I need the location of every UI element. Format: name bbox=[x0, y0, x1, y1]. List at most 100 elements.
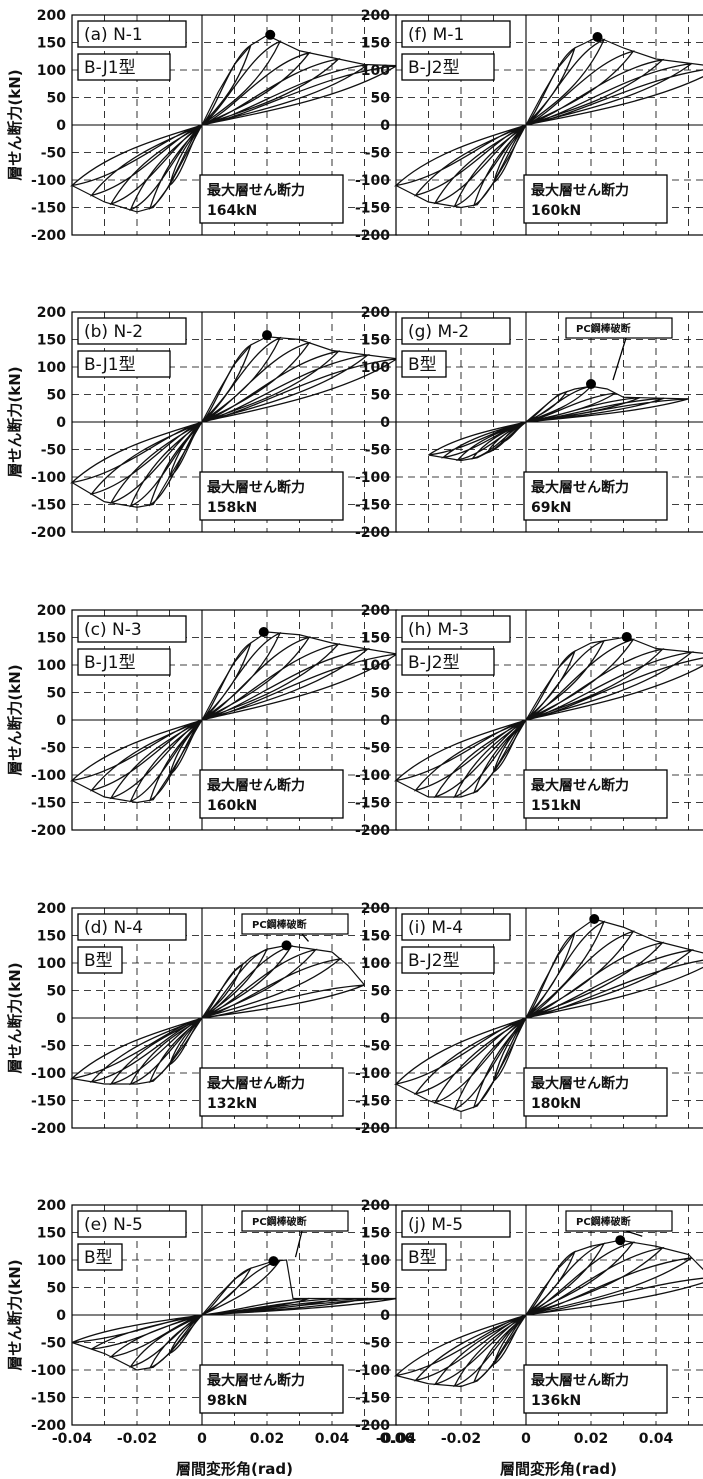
panel-7-joint-frame bbox=[401, 350, 447, 378]
panel-5-peak-marker bbox=[268, 1256, 279, 1267]
panel-10-fracture-arrow bbox=[625, 1230, 643, 1237]
panel-4-max-value: 132kN bbox=[207, 1096, 257, 1112]
panel-10-joint-label: B型 bbox=[408, 1248, 437, 1268]
panel-1-ytick: -200 bbox=[31, 228, 66, 244]
panel-7-label: (g) M-2 bbox=[408, 322, 469, 342]
panel-6-envelope-neg bbox=[395, 124, 527, 209]
panel-2-label-box: (b) N-2 bbox=[77, 317, 187, 345]
panel-3-envelope-neg bbox=[71, 719, 203, 804]
panel-9-hysteresis bbox=[394, 920, 703, 1111]
panel-5-fracture-frame bbox=[241, 1210, 349, 1232]
panel-5-max-label: 最大層せん断力 bbox=[207, 1372, 305, 1389]
panel-3-ytick: 150 bbox=[37, 631, 66, 647]
panel-1: 200 150 100 50 0 -50 -100 -150 -200 (a) N-1 B-J1型最… bbox=[6, 8, 398, 244]
panel-3-max-label: 最大層せん断力 bbox=[207, 777, 305, 794]
panel-1-max-frame bbox=[199, 174, 344, 224]
panel-4-max-frame bbox=[199, 1067, 344, 1117]
panel-5-label-box: (e) N-5 bbox=[77, 1210, 187, 1238]
panel-9-label-box: (i) M-4 bbox=[401, 913, 511, 941]
panel-8-ytick: -200 bbox=[355, 823, 390, 839]
panel-4-envelope-neg bbox=[71, 1017, 203, 1085]
panel-9-ytick: 0 bbox=[380, 1011, 390, 1027]
panel-2-max-frame bbox=[199, 471, 344, 521]
panel-3-label-box: (c) N-3 bbox=[77, 615, 187, 643]
panel-7-ytick: 50 bbox=[371, 388, 391, 404]
panel-2: 200 150 100 50 0 -50 -100 -150 -200 (b) N-2 B-J1型最… bbox=[6, 305, 398, 541]
panel-8-ytick: 100 bbox=[361, 658, 390, 674]
panel-7-max-frame bbox=[523, 471, 668, 521]
panel-6-label: (f) M-1 bbox=[408, 25, 464, 45]
panel-4-label-frame bbox=[77, 913, 187, 941]
panel-5-joint-frame bbox=[77, 1243, 123, 1271]
panel-5-ytick: 200 bbox=[37, 1198, 66, 1214]
panel-8-max-value: 151kN bbox=[531, 798, 581, 814]
panel-10-envelope-pos bbox=[525, 1239, 703, 1316]
panel-3-ytick: 100 bbox=[37, 658, 66, 674]
panel-4-joint-frame bbox=[77, 946, 123, 974]
panel-8-max-label: 最大層せん断力 bbox=[531, 777, 629, 794]
panel-2-label: (b) N-2 bbox=[84, 322, 143, 342]
panel-7-max-label: 最大層せん断力 bbox=[531, 479, 629, 496]
panel-2-ytick: 0 bbox=[56, 415, 66, 431]
panel-10-envelope-neg bbox=[395, 1314, 527, 1388]
panel-9-envelope-pos bbox=[525, 918, 703, 1019]
panel-10-label-box: (j) M-5 bbox=[401, 1210, 511, 1238]
panel-10-ytick: 50 bbox=[371, 1281, 391, 1297]
panel-5-max-value: 98kN bbox=[207, 1393, 248, 1409]
panel-4: 200 150 100 50 0 -50 -100 -150 -200 (d) N-4 B型最大層せ… bbox=[6, 901, 398, 1137]
panel-4-ytick: 100 bbox=[37, 956, 66, 972]
panel-3-max-value: 160kN bbox=[207, 798, 257, 814]
panel-5-label: (e) N-5 bbox=[84, 1215, 143, 1235]
panel-4-joint-label: B型 bbox=[84, 951, 113, 971]
panel-5-xtick: 0.06 bbox=[380, 1431, 415, 1447]
panel-7-ytick: -200 bbox=[355, 525, 390, 541]
panel-7-peak-marker bbox=[586, 379, 596, 390]
panel-7-fracture-note: PC鋼棒破断 bbox=[576, 322, 631, 335]
panel-1-envelope-neg bbox=[71, 124, 203, 213]
panel-3-joint-frame bbox=[77, 648, 171, 676]
panel-10-peak-marker bbox=[615, 1235, 626, 1246]
panel-7-envelope-neg bbox=[428, 421, 527, 462]
panel-10-ytick: -50 bbox=[365, 1336, 391, 1352]
panel-2-peak-marker bbox=[262, 330, 272, 341]
panel-7-ytick: -50 bbox=[365, 443, 391, 459]
panel-1-peak-marker bbox=[265, 29, 276, 40]
panel-3-envelope-pos bbox=[201, 631, 398, 721]
panel-7-joint-label: B型 bbox=[408, 355, 437, 375]
panel-4-fracture-arrow bbox=[301, 933, 309, 942]
panel-6-envelope-pos bbox=[525, 36, 703, 126]
panel-2-envelope-pos bbox=[201, 336, 398, 423]
panel-1-ytick: -50 bbox=[41, 146, 67, 162]
panel-5-xtick: 0.02 bbox=[250, 1431, 285, 1447]
panel-1-ylabel: 層せん断力(kN) bbox=[6, 69, 24, 180]
panel-10-max-frame bbox=[523, 1364, 668, 1414]
panel-4-ytick: -200 bbox=[31, 1121, 66, 1137]
panel-2-ytick: -50 bbox=[41, 443, 67, 459]
panel-2-ytick: -150 bbox=[31, 498, 66, 514]
panel-9-ytick: -50 bbox=[365, 1039, 391, 1055]
panel-4-ytick: 200 bbox=[37, 901, 66, 917]
panel-9-ytick: 100 bbox=[361, 956, 390, 972]
panel-6-joint-label: B-J2型 bbox=[408, 58, 460, 78]
panel-5-ytick: -100 bbox=[31, 1363, 66, 1379]
panel-4-ylabel: 層せん断力(kN) bbox=[6, 962, 24, 1073]
panel-1-joint-label: B-J1型 bbox=[84, 58, 136, 78]
panel-1-label: (a) N-1 bbox=[84, 25, 143, 45]
panel-9-ytick: 50 bbox=[371, 984, 391, 1000]
panel-8-hysteresis bbox=[393, 638, 703, 799]
panel-9-envelope-neg bbox=[395, 1017, 527, 1113]
panel-1-ytick: 150 bbox=[37, 36, 66, 52]
panel-10-fracture-note: PC鋼棒破断 bbox=[576, 1215, 631, 1228]
panel-4-ytick: -50 bbox=[41, 1039, 67, 1055]
panel-4-ytick: 50 bbox=[47, 984, 67, 1000]
panel-7: 200 150 100 50 0 -50 -100 -150 -200 (g) M-2 B型最大層せ… bbox=[355, 305, 703, 541]
panel-5-ytick: -200 bbox=[31, 1418, 66, 1434]
panel-8-label: (h) M-3 bbox=[408, 620, 469, 640]
panel-3-label: (c) N-3 bbox=[84, 620, 142, 640]
panel-4-peak-marker bbox=[281, 940, 292, 951]
panel-9-ytick: 150 bbox=[361, 929, 390, 945]
panel-1-envelope-pos bbox=[201, 34, 398, 126]
panel-5-ytick: 0 bbox=[56, 1308, 66, 1324]
panel-8-ytick: -100 bbox=[355, 768, 390, 784]
